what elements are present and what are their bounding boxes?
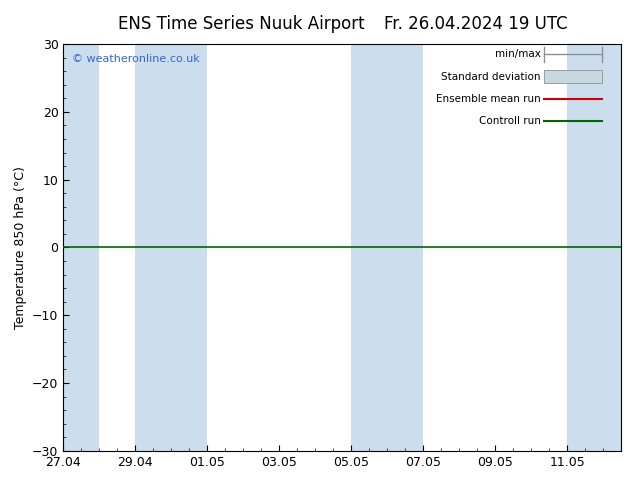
- Text: Controll run: Controll run: [479, 116, 540, 126]
- Text: Ensemble mean run: Ensemble mean run: [436, 94, 540, 104]
- Bar: [545, 70, 602, 83]
- Bar: [136, 44, 207, 451]
- Y-axis label: Temperature 850 hPa (°C): Temperature 850 hPa (°C): [13, 166, 27, 329]
- Text: Fr. 26.04.2024 19 UTC: Fr. 26.04.2024 19 UTC: [384, 15, 567, 33]
- Bar: [351, 44, 424, 451]
- Bar: [63, 44, 100, 451]
- Bar: [567, 44, 621, 451]
- Text: min/max: min/max: [495, 49, 540, 59]
- Text: ENS Time Series Nuuk Airport: ENS Time Series Nuuk Airport: [118, 15, 364, 33]
- Text: © weatheronline.co.uk: © weatheronline.co.uk: [72, 54, 200, 64]
- Text: Standard deviation: Standard deviation: [441, 72, 540, 82]
